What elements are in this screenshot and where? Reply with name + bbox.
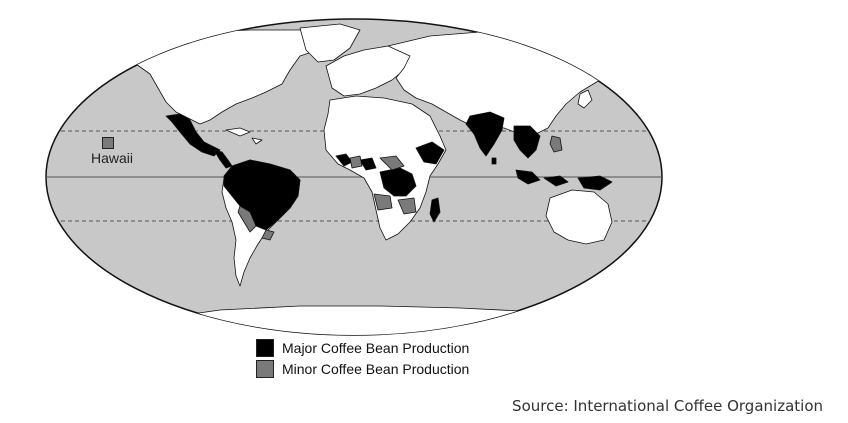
madagascar — [429, 197, 441, 223]
southeast-asia — [513, 125, 541, 159]
antarctica — [149, 305, 631, 335]
legend-label-major: Major Coffee Bean Production — [282, 340, 470, 356]
legend-item-major: Major Coffee Bean Production — [256, 339, 469, 357]
greenland — [299, 23, 361, 63]
africa-minor — [349, 155, 417, 215]
philippines — [549, 135, 563, 153]
sri-lanka — [491, 157, 497, 165]
legend-swatch-major — [256, 339, 274, 357]
hawaii-label: Hawaii — [91, 150, 134, 166]
japan — [577, 89, 593, 109]
legend-swatch-minor — [256, 360, 274, 378]
south-america-minor — [237, 205, 275, 241]
legend-item-minor: Minor Coffee Bean Production — [256, 360, 469, 378]
hawaii-marker — [102, 137, 114, 149]
mexico — [165, 113, 221, 157]
legend-label-minor: Minor Coffee Bean Production — [282, 361, 470, 377]
north-america — [117, 29, 323, 125]
source-credit: Source: International Coffee Organizatio… — [512, 397, 823, 415]
caribbean-islands — [225, 127, 263, 145]
world-coffee-map — [45, 18, 663, 336]
australia — [545, 189, 613, 245]
indonesia — [515, 169, 613, 191]
india — [465, 111, 505, 157]
south-america-major — [223, 159, 301, 231]
africa — [323, 95, 447, 241]
